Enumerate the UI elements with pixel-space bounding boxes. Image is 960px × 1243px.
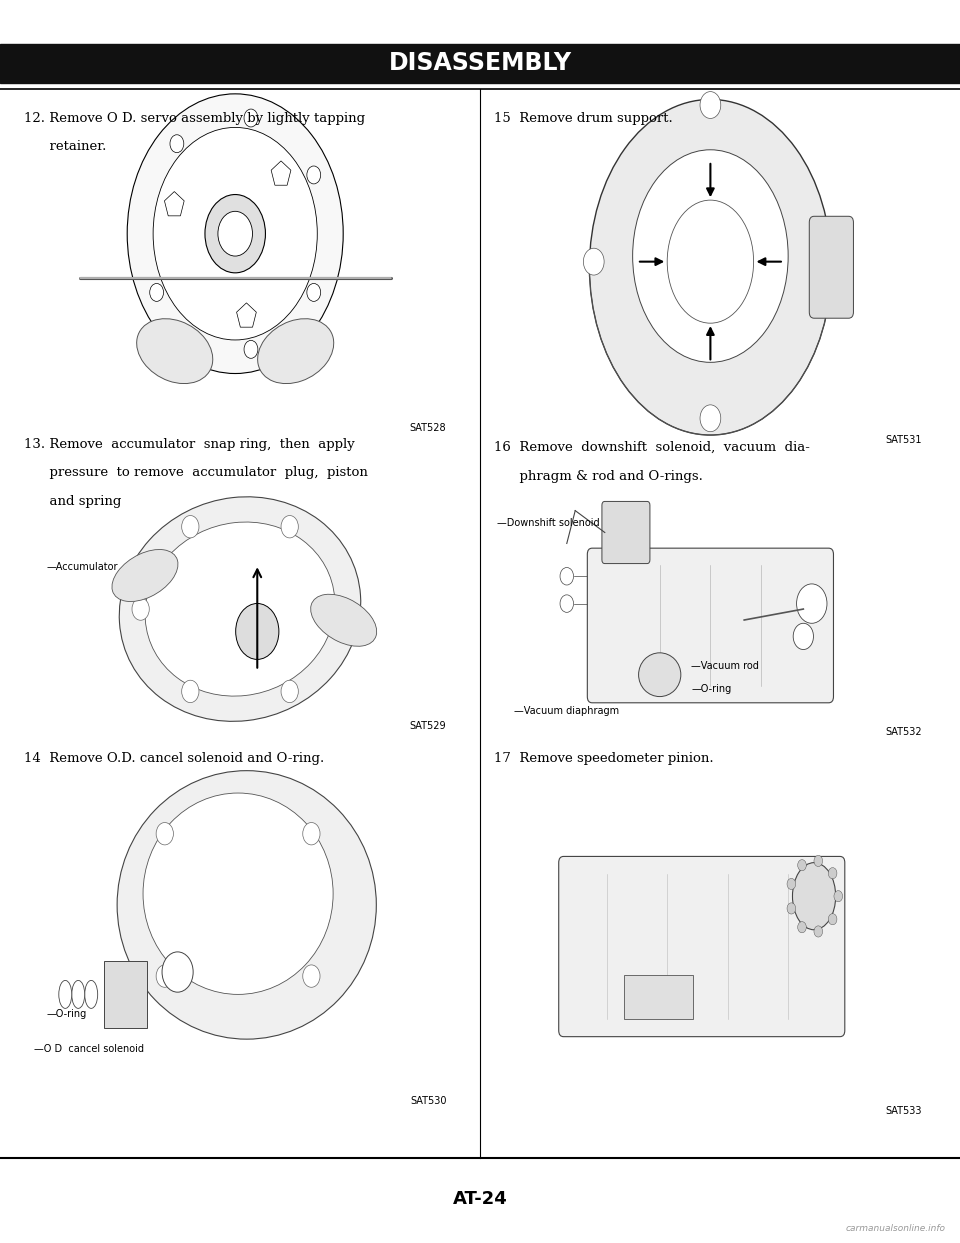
Circle shape bbox=[798, 921, 806, 932]
FancyBboxPatch shape bbox=[559, 856, 845, 1037]
Ellipse shape bbox=[257, 318, 334, 384]
Text: 16  Remove  downshift  solenoid,  vacuum  dia-: 16 Remove downshift solenoid, vacuum dia… bbox=[494, 441, 810, 454]
Circle shape bbox=[181, 516, 199, 538]
Circle shape bbox=[834, 890, 843, 902]
Text: SAT533: SAT533 bbox=[885, 1106, 922, 1116]
Circle shape bbox=[667, 200, 754, 312]
Ellipse shape bbox=[117, 771, 376, 1039]
Text: —Accumulator: —Accumulator bbox=[46, 562, 117, 572]
Text: phragm & rod and O-rings.: phragm & rod and O-rings. bbox=[494, 470, 704, 482]
Circle shape bbox=[218, 211, 252, 256]
Circle shape bbox=[688, 229, 732, 285]
Text: SAT530: SAT530 bbox=[410, 1096, 446, 1106]
Text: pressure  to remove  accumulator  plug,  piston: pressure to remove accumulator plug, pis… bbox=[24, 466, 368, 479]
Circle shape bbox=[244, 109, 258, 127]
Ellipse shape bbox=[119, 497, 361, 721]
Circle shape bbox=[127, 94, 344, 373]
Ellipse shape bbox=[145, 522, 335, 696]
Ellipse shape bbox=[143, 793, 333, 994]
Circle shape bbox=[814, 855, 823, 866]
Ellipse shape bbox=[311, 594, 376, 646]
Ellipse shape bbox=[667, 200, 754, 323]
Circle shape bbox=[828, 868, 837, 879]
Circle shape bbox=[302, 965, 320, 987]
Text: 12. Remove O D. servo assembly by lightly tapping: 12. Remove O D. servo assembly by lightl… bbox=[24, 112, 365, 124]
Circle shape bbox=[281, 516, 299, 538]
Circle shape bbox=[302, 823, 320, 845]
Circle shape bbox=[793, 623, 813, 650]
Bar bbox=[624, 975, 693, 1019]
Circle shape bbox=[814, 926, 823, 937]
Circle shape bbox=[281, 680, 299, 702]
Circle shape bbox=[560, 595, 573, 613]
Ellipse shape bbox=[84, 981, 98, 1008]
Circle shape bbox=[244, 341, 258, 358]
Circle shape bbox=[584, 249, 604, 275]
Circle shape bbox=[170, 134, 183, 153]
Circle shape bbox=[181, 680, 199, 702]
Bar bbox=[0, 44, 960, 83]
Text: DISASSEMBLY: DISASSEMBLY bbox=[389, 51, 571, 76]
Text: 17  Remove speedometer pinion.: 17 Remove speedometer pinion. bbox=[494, 752, 714, 764]
Circle shape bbox=[153, 128, 317, 341]
Text: —O-ring: —O-ring bbox=[46, 1009, 86, 1019]
Text: carmanualsonline.info: carmanualsonline.info bbox=[846, 1224, 946, 1233]
Circle shape bbox=[797, 584, 827, 623]
Circle shape bbox=[787, 902, 796, 914]
FancyBboxPatch shape bbox=[588, 548, 833, 702]
Text: SAT532: SAT532 bbox=[885, 727, 922, 737]
Ellipse shape bbox=[792, 863, 835, 930]
Bar bbox=[104, 961, 147, 1028]
Ellipse shape bbox=[112, 549, 178, 602]
Text: —O-ring: —O-ring bbox=[691, 684, 732, 694]
Circle shape bbox=[700, 405, 721, 431]
Ellipse shape bbox=[136, 318, 213, 384]
Text: AT-24: AT-24 bbox=[452, 1191, 508, 1208]
Circle shape bbox=[132, 598, 149, 620]
Circle shape bbox=[307, 167, 321, 184]
Circle shape bbox=[700, 92, 721, 118]
Circle shape bbox=[801, 880, 827, 912]
Circle shape bbox=[156, 823, 174, 845]
Text: SAT529: SAT529 bbox=[410, 721, 446, 731]
Ellipse shape bbox=[638, 653, 681, 696]
Ellipse shape bbox=[633, 150, 788, 363]
Circle shape bbox=[828, 914, 837, 925]
Circle shape bbox=[307, 283, 321, 301]
Circle shape bbox=[798, 860, 806, 871]
Text: and spring: and spring bbox=[24, 495, 121, 507]
Text: retainer.: retainer. bbox=[24, 140, 107, 153]
FancyBboxPatch shape bbox=[809, 216, 853, 318]
FancyBboxPatch shape bbox=[602, 501, 650, 563]
Text: SAT531: SAT531 bbox=[885, 435, 922, 445]
Text: 15  Remove drum support.: 15 Remove drum support. bbox=[494, 112, 673, 124]
Circle shape bbox=[156, 965, 174, 987]
Circle shape bbox=[162, 952, 193, 992]
Circle shape bbox=[787, 879, 796, 890]
Ellipse shape bbox=[59, 981, 72, 1008]
Text: —Downshift solenoid: —Downshift solenoid bbox=[497, 518, 600, 528]
Ellipse shape bbox=[72, 981, 84, 1008]
Text: —Vacuum rod: —Vacuum rod bbox=[691, 661, 759, 671]
Circle shape bbox=[204, 194, 265, 273]
Text: —O D  cancel solenoid: —O D cancel solenoid bbox=[34, 1044, 144, 1054]
Text: 13. Remove  accumulator  snap ring,  then  apply: 13. Remove accumulator snap ring, then a… bbox=[24, 438, 355, 450]
Text: SAT528: SAT528 bbox=[410, 423, 446, 433]
Ellipse shape bbox=[589, 99, 831, 435]
Circle shape bbox=[560, 568, 573, 585]
Circle shape bbox=[330, 598, 348, 620]
Text: —Vacuum diaphragm: —Vacuum diaphragm bbox=[514, 706, 619, 716]
Circle shape bbox=[817, 249, 837, 275]
Circle shape bbox=[236, 604, 279, 659]
Circle shape bbox=[150, 283, 163, 301]
Text: 14  Remove O.D. cancel solenoid and O-ring.: 14 Remove O.D. cancel solenoid and O-rin… bbox=[24, 752, 324, 764]
